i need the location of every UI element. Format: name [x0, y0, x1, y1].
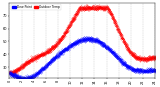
Legend: Dew Point, Outdoor Temp: Dew Point, Outdoor Temp [11, 4, 61, 10]
